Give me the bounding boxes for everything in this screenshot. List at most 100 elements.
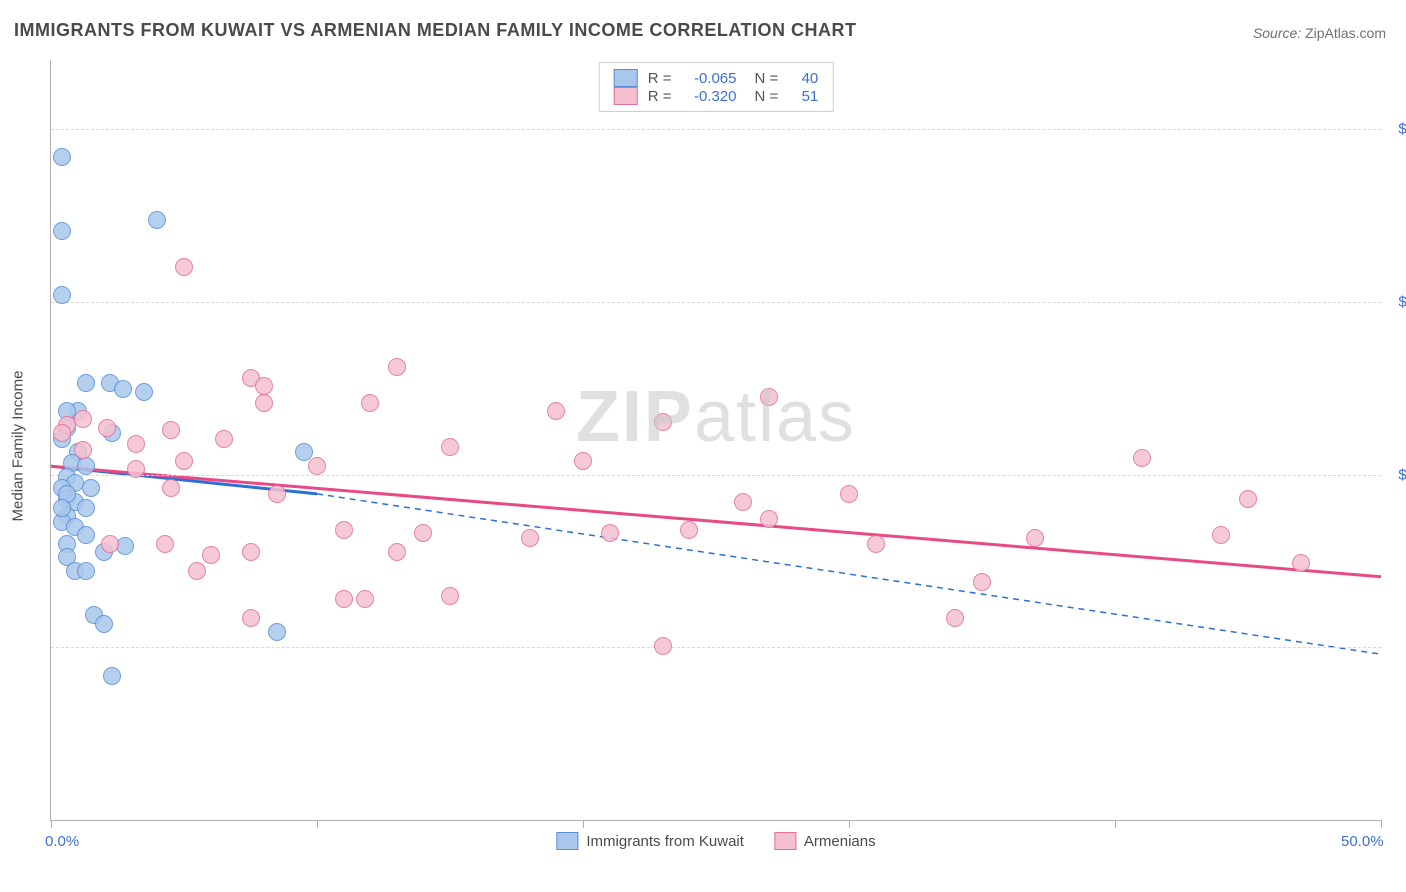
data-point-armenian xyxy=(188,562,206,580)
data-point-armenian xyxy=(760,510,778,528)
data-point-kuwait xyxy=(53,499,71,517)
data-point-armenian xyxy=(127,435,145,453)
data-point-armenian xyxy=(601,524,619,542)
watermark-bold: ZIP xyxy=(576,377,694,457)
x-tick-label: 0.0% xyxy=(45,833,79,850)
data-point-armenian xyxy=(74,410,92,428)
legend-label: Armenians xyxy=(804,833,876,850)
x-tick-label: 50.0% xyxy=(1341,833,1384,850)
legend-item-kuwait: Immigrants from Kuwait xyxy=(556,832,744,850)
data-point-armenian xyxy=(74,441,92,459)
gridline xyxy=(51,302,1381,303)
data-point-armenian xyxy=(1239,490,1257,508)
n-value: 51 xyxy=(788,88,818,105)
data-point-kuwait xyxy=(53,286,71,304)
data-point-armenian xyxy=(1212,526,1230,544)
y-tick-label: $125,000 xyxy=(1398,466,1406,483)
data-point-kuwait xyxy=(114,380,132,398)
x-tick xyxy=(583,820,584,828)
data-point-armenian xyxy=(547,402,565,420)
data-point-kuwait xyxy=(82,479,100,497)
data-point-armenian xyxy=(356,590,374,608)
source-value: ZipAtlas.com xyxy=(1305,25,1386,41)
data-point-kuwait xyxy=(148,211,166,229)
n-value: 40 xyxy=(788,70,818,87)
r-label: R = xyxy=(648,70,672,87)
data-point-armenian xyxy=(156,535,174,553)
data-point-armenian xyxy=(255,377,273,395)
data-point-armenian xyxy=(867,535,885,553)
x-tick xyxy=(849,820,850,828)
data-point-kuwait xyxy=(77,499,95,517)
n-label: N = xyxy=(755,88,779,105)
data-point-armenian xyxy=(734,493,752,511)
gridline xyxy=(51,475,1381,476)
y-tick-label: $187,500 xyxy=(1398,293,1406,310)
data-point-armenian xyxy=(335,521,353,539)
data-point-armenian xyxy=(53,424,71,442)
data-point-kuwait xyxy=(116,537,134,555)
data-point-armenian xyxy=(654,637,672,655)
watermark-light: atlas xyxy=(694,377,856,457)
data-point-armenian xyxy=(973,573,991,591)
y-tick-label: $250,000 xyxy=(1398,121,1406,138)
r-value: -0.065 xyxy=(682,70,737,87)
data-point-armenian xyxy=(175,452,193,470)
data-point-armenian xyxy=(414,524,432,542)
data-point-armenian xyxy=(162,421,180,439)
y-axis-title: Median Family Income xyxy=(10,371,27,522)
data-point-armenian xyxy=(760,388,778,406)
data-point-kuwait xyxy=(135,383,153,401)
data-point-armenian xyxy=(242,609,260,627)
data-point-armenian xyxy=(840,485,858,503)
data-point-armenian xyxy=(1292,554,1310,572)
x-tick xyxy=(317,820,318,828)
data-point-armenian xyxy=(441,438,459,456)
data-point-armenian xyxy=(946,609,964,627)
legend-label: Immigrants from Kuwait xyxy=(586,833,744,850)
r-value: -0.320 xyxy=(682,88,737,105)
chart-title: IMMIGRANTS FROM KUWAIT VS ARMENIAN MEDIA… xyxy=(14,20,856,41)
data-point-kuwait xyxy=(77,526,95,544)
data-point-armenian xyxy=(388,358,406,376)
data-point-armenian xyxy=(1133,449,1151,467)
data-point-armenian xyxy=(441,587,459,605)
data-point-armenian xyxy=(215,430,233,448)
data-point-armenian xyxy=(654,413,672,431)
data-point-armenian xyxy=(308,457,326,475)
data-point-armenian xyxy=(242,543,260,561)
source-label: Source: xyxy=(1253,25,1301,41)
data-point-kuwait xyxy=(95,615,113,633)
data-point-armenian xyxy=(101,535,119,553)
trend-lines xyxy=(51,60,1381,820)
data-point-kuwait xyxy=(268,623,286,641)
series-legend: Immigrants from Kuwait Armenians xyxy=(556,832,875,850)
data-point-kuwait xyxy=(53,148,71,166)
data-point-armenian xyxy=(175,258,193,276)
legend-swatch xyxy=(614,69,638,87)
watermark: ZIPatlas xyxy=(576,376,856,458)
r-label: R = xyxy=(648,88,672,105)
x-tick xyxy=(1381,820,1382,828)
data-point-armenian xyxy=(574,452,592,470)
correlation-legend: R = -0.065 N = 40R = -0.320 N = 51 xyxy=(599,62,834,112)
gridline xyxy=(51,647,1381,648)
data-point-armenian xyxy=(521,529,539,547)
data-point-armenian xyxy=(127,460,145,478)
x-tick xyxy=(1115,820,1116,828)
legend-row-armenian: R = -0.320 N = 51 xyxy=(614,87,819,105)
plot-area: R =-0.065N =40R =-0.320N =51 ZIPatlas Im… xyxy=(50,60,1381,821)
data-point-armenian xyxy=(335,590,353,608)
data-point-armenian xyxy=(162,479,180,497)
data-point-armenian xyxy=(98,419,116,437)
source-text: Source: ZipAtlas.com xyxy=(1253,25,1386,41)
chart-container: { "title": "IMMIGRANTS FROM KUWAIT VS AR… xyxy=(0,0,1406,892)
data-point-armenian xyxy=(388,543,406,561)
legend-item-armenian: Armenians xyxy=(774,832,876,850)
data-point-armenian xyxy=(202,546,220,564)
data-point-armenian xyxy=(361,394,379,412)
data-point-kuwait xyxy=(53,222,71,240)
data-point-kuwait xyxy=(77,374,95,392)
data-point-kuwait xyxy=(77,562,95,580)
data-point-armenian xyxy=(680,521,698,539)
